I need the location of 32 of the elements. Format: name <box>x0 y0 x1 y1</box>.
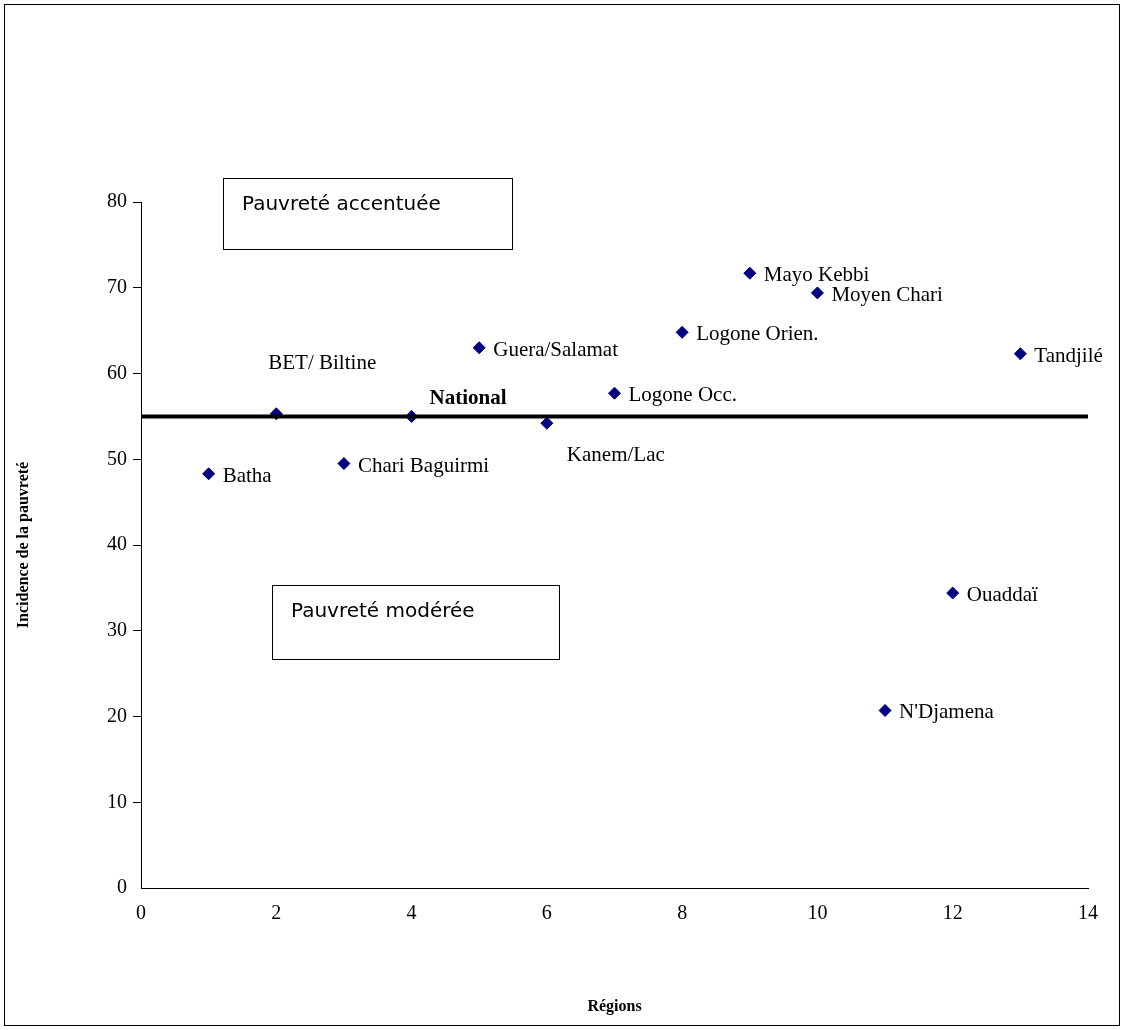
annotation: Chari Baguirmi <box>357 452 490 477</box>
y-axis-title: Incidence de la pauvreté <box>13 461 32 629</box>
annotation: Ouaddaï <box>966 582 1039 607</box>
x-tick-label: 2 <box>271 901 282 924</box>
x-tick-label: 10 <box>807 901 828 924</box>
note-box: Pauvreté accentuée <box>223 178 513 250</box>
y-tick-label: 40 <box>107 532 127 555</box>
annotation: National <box>429 385 507 410</box>
x-tick-label: 4 <box>406 901 417 924</box>
annotation: Guera/Salamat <box>493 336 619 361</box>
x-tick-label: 14 <box>1078 901 1098 924</box>
annotation: Logone Occ. <box>628 382 737 407</box>
annotation: Batha <box>222 462 273 487</box>
x-tick-label: 6 <box>541 901 552 924</box>
y-tick-label: 30 <box>107 618 127 640</box>
x-axis-title: Régions <box>587 996 642 1015</box>
note-box: Pauvreté modérée <box>272 585 560 660</box>
x-tick-label: 12 <box>942 901 963 924</box>
y-tick-label: 80 <box>107 189 127 212</box>
y-tick-label: 20 <box>107 703 127 726</box>
annotation: BET/ Biltine <box>268 349 377 374</box>
annotation: Tandjilé <box>1034 342 1103 367</box>
x-tick-label: 0 <box>136 901 146 924</box>
annotation: Logone Orien. <box>696 321 819 346</box>
y-tick-label: 50 <box>107 446 127 469</box>
y-tick-label: 0 <box>117 875 127 898</box>
y-tick-label: 10 <box>107 789 127 812</box>
x-tick-label: 8 <box>677 901 688 924</box>
annotation: N'Djamena <box>899 699 995 724</box>
annotation: Kanem/Lac <box>566 442 665 467</box>
y-tick-label: 60 <box>107 360 127 383</box>
y-tick-label: 70 <box>107 275 127 297</box>
